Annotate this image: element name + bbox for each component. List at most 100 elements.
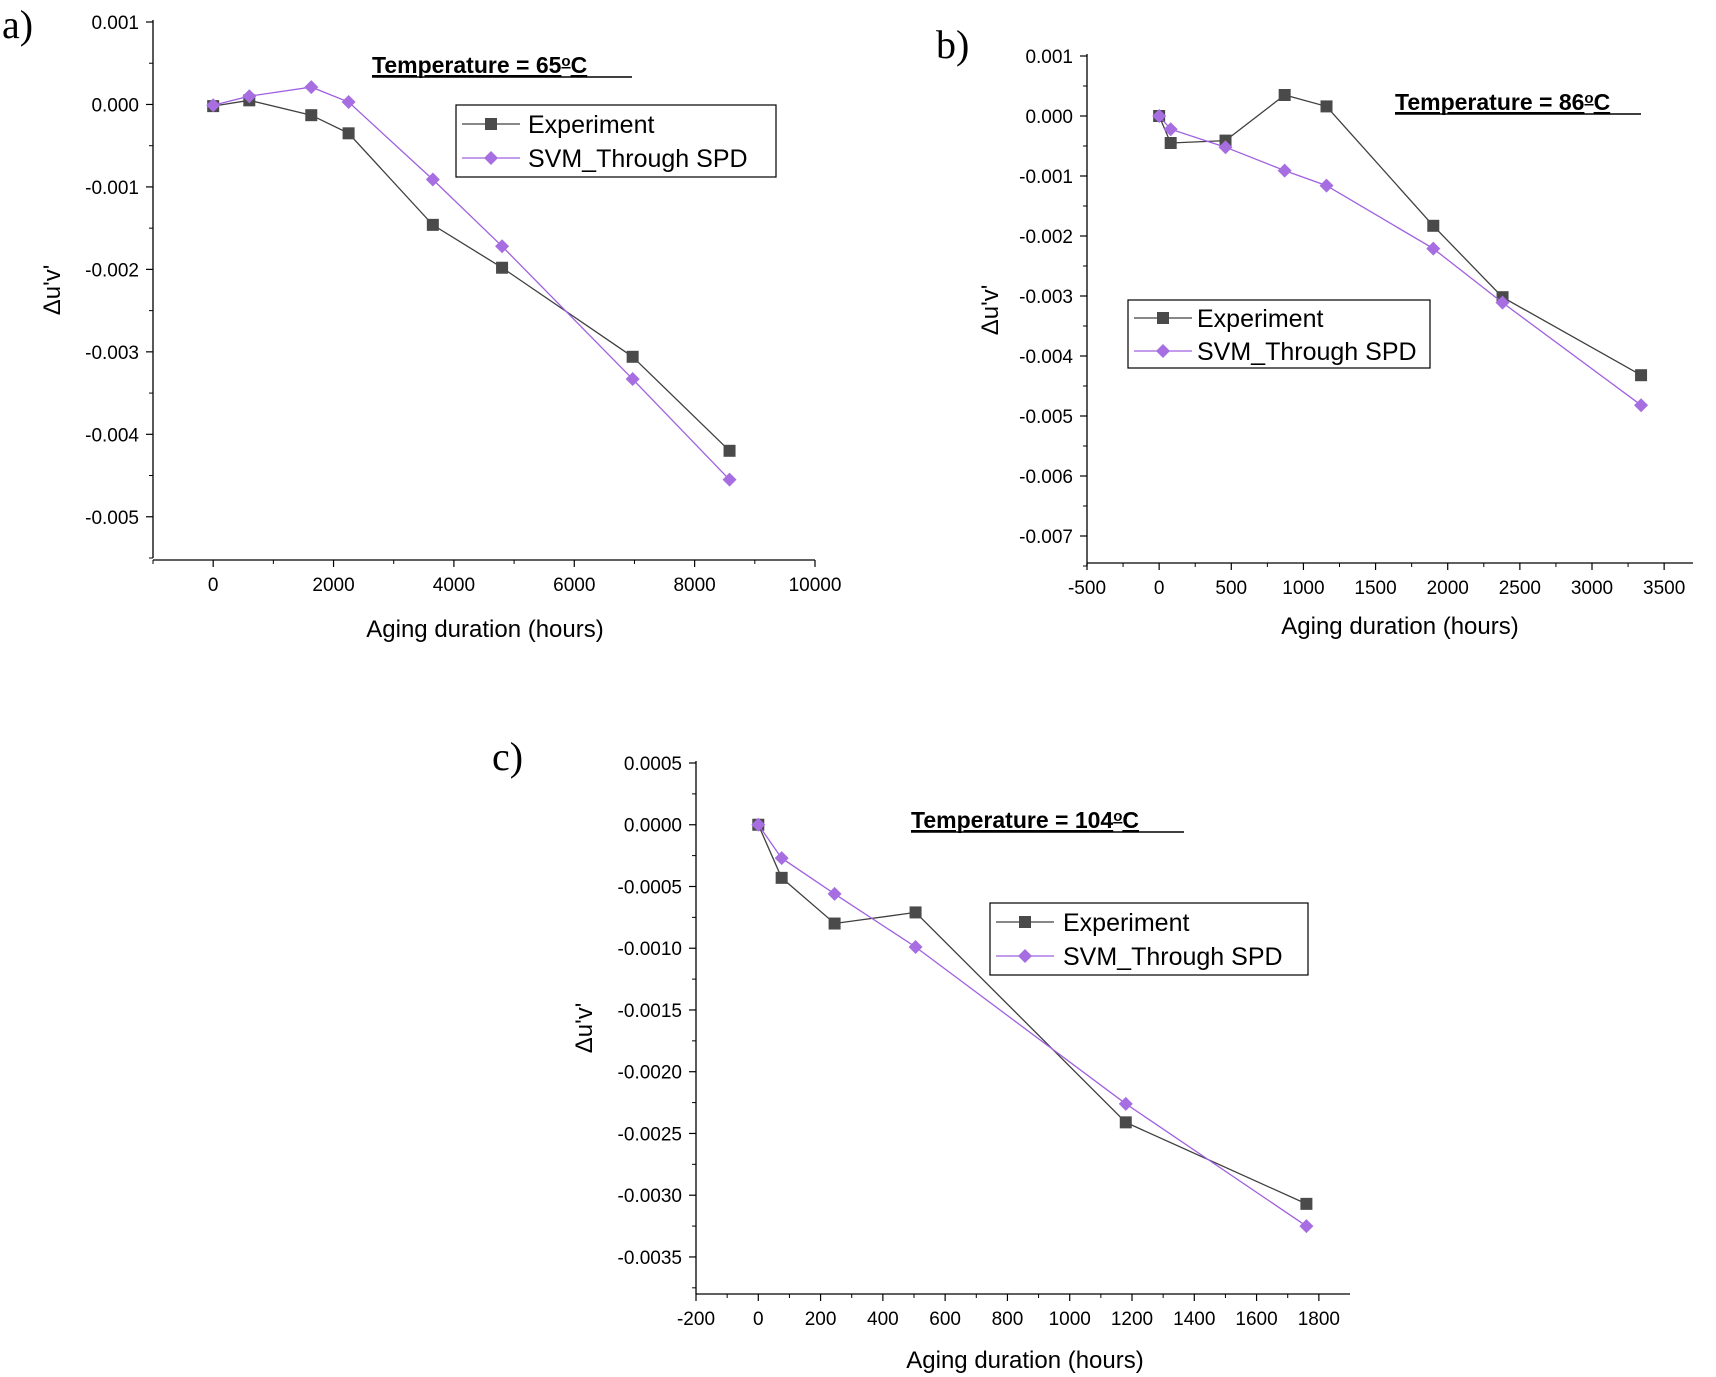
legend-c: Experiment SVM_Through SPD: [989, 902, 1309, 976]
x-tick-label-c: 1600: [1235, 1309, 1277, 1330]
y-axis-title-b: Δu'v': [977, 285, 1004, 336]
x-tick-label-b: 1500: [1354, 578, 1396, 599]
y-tick-label-c: -0.0010: [618, 939, 682, 960]
x-axis-title-b: Aging duration (hours): [1281, 613, 1518, 640]
legend-marker-experiment-c: [1019, 916, 1031, 928]
y-tick-label-b: -0.005: [1019, 407, 1073, 428]
data-point-experiment-b: [1278, 89, 1291, 101]
data-point-experiment-a: [342, 127, 355, 140]
data-point-svm-a: [341, 94, 356, 109]
x-axis-c: -200 0 200 400 600 800 1000 1200 1400 1600 1800: [677, 1293, 1350, 1330]
x-tick-label-c: 1400: [1173, 1309, 1215, 1330]
data-point-svm-c: [908, 939, 923, 954]
legend-label-svm-c: SVM_Through SPD: [1063, 943, 1283, 971]
x-tick-label-b: 3000: [1571, 578, 1613, 599]
legend-b: Experiment SVM_Through SPD: [1127, 299, 1431, 369]
legend-label-svm-b: SVM_Through SPD: [1197, 338, 1417, 366]
x-tick-label-b: 2000: [1427, 578, 1469, 599]
x-tick-label-a: 6000: [553, 575, 595, 596]
x-tick-label-c: 400: [867, 1309, 899, 1330]
data-point-experiment-a: [626, 350, 639, 363]
data-point-svm-c: [1118, 1096, 1133, 1111]
y-tick-label-b: -0.001: [1019, 167, 1073, 188]
x-tick-label-b: 2500: [1499, 578, 1541, 599]
x-tick-label-b: 1000: [1282, 578, 1324, 599]
x-tick-label-c: 1800: [1298, 1309, 1340, 1330]
data-point-svm-a: [425, 172, 440, 187]
y-tick-label-b: -0.004: [1019, 347, 1073, 368]
y-tick-label-b: -0.006: [1019, 467, 1073, 488]
data-point-svm-b: [1163, 122, 1178, 137]
legend-marker-svm-c: [1018, 949, 1032, 963]
data-point-svm-a: [206, 98, 221, 113]
x-axis-title-a: Aging duration (hours): [366, 616, 603, 643]
chart-title-b: Temperature = 86oC: [1395, 89, 1610, 115]
data-point-svm-b: [1495, 295, 1510, 310]
y-tick-label-a: -0.005: [85, 508, 139, 529]
legend-marker-experiment-a: [485, 118, 497, 130]
data-point-svm-a: [242, 89, 257, 104]
data-point-experiment-c: [775, 871, 788, 884]
legend-marker-svm-b: [1156, 344, 1170, 358]
data-point-svm-a: [495, 239, 510, 254]
x-axis-a: 0 2000 4000 6000 8000 10000: [152, 559, 841, 596]
data-point-svm-a: [722, 472, 737, 487]
data-point-svm-b: [1277, 163, 1292, 178]
chart-panel-a: a) Temperature = 65oC 0 2000 4000 6000 8000 1…: [2, 2, 841, 643]
data-point-experiment-c: [909, 906, 922, 919]
legend-box-a: [455, 104, 777, 178]
x-tick-label-a: 0: [208, 575, 219, 596]
chart-panel-b: b) Temperature = 86oC -500 0 500 1000 1500 20…: [936, 22, 1693, 640]
y-axis-title-a: Δu'v': [39, 265, 66, 316]
data-point-svm-c: [827, 886, 842, 901]
plot-series-c: [751, 817, 1314, 1234]
plot-series-a: [206, 80, 737, 487]
series-line-experiment-c: [757, 824, 1307, 1205]
y-tick-label-a: -0.004: [85, 425, 139, 446]
x-axis-title-c: Aging duration (hours): [906, 1347, 1143, 1374]
x-tick-label-a: 2000: [312, 575, 354, 596]
data-point-experiment-b: [1427, 219, 1440, 232]
series-line-svm-c: [757, 824, 1307, 1227]
data-point-svm-a: [304, 80, 319, 95]
chart-title-c: Temperature = 104oC: [911, 807, 1139, 833]
data-point-experiment-a: [305, 109, 318, 122]
legend-label-svm-a: SVM_Through SPD: [528, 145, 748, 173]
data-point-svm-a: [625, 372, 640, 387]
x-tick-label-b: 0: [1154, 578, 1165, 599]
chart-panel-c: c) Temperature = 104oC -200 0 200 400 600 800…: [492, 734, 1350, 1374]
y-tick-label-a: -0.001: [85, 178, 139, 199]
y-tick-label-b: -0.003: [1019, 287, 1073, 308]
legend-label-experiment-b: Experiment: [1197, 305, 1323, 333]
data-point-svm-b: [1426, 241, 1441, 256]
data-point-experiment-b: [1635, 369, 1648, 382]
x-tick-label-b: 500: [1215, 578, 1247, 599]
x-tick-label-a: 4000: [433, 575, 475, 596]
x-tick-label-b: 3500: [1643, 578, 1685, 599]
data-point-experiment-a: [426, 218, 439, 231]
data-point-svm-c: [1299, 1219, 1314, 1234]
x-tick-label-c: 1200: [1111, 1309, 1153, 1330]
y-tick-label-c: -0.0020: [618, 1063, 682, 1084]
legend-box-b: [1127, 299, 1431, 369]
legend-marker-experiment-b: [1157, 312, 1169, 324]
data-point-svm-b: [1218, 140, 1233, 155]
y-tick-label-b: 0.001: [1025, 47, 1073, 68]
series-line-experiment-b: [1158, 94, 1642, 376]
legend-label-experiment-c: Experiment: [1063, 909, 1189, 937]
y-tick-label-c: -0.0035: [618, 1248, 682, 1269]
y-tick-label-c: -0.0025: [618, 1124, 682, 1145]
x-tick-label-c: 200: [805, 1309, 837, 1330]
y-tick-label-c: 0.0000: [624, 816, 682, 837]
panel-label-c: c): [492, 734, 523, 779]
y-tick-label-c: -0.0005: [618, 877, 682, 898]
data-point-svm-b: [1634, 398, 1649, 413]
y-tick-label-c: -0.0015: [618, 1001, 682, 1022]
y-axis-c: 0.0005 0.0000 -0.0005 -0.0010 -0.0015 -0.0020…: [618, 754, 697, 1294]
y-tick-label-c: 0.0005: [624, 754, 682, 775]
y-axis-title-c: Δu'v': [571, 1003, 598, 1054]
y-tick-label-a: 0.000: [91, 95, 139, 116]
data-point-experiment-c: [828, 917, 841, 930]
data-point-experiment-b: [1164, 137, 1177, 149]
